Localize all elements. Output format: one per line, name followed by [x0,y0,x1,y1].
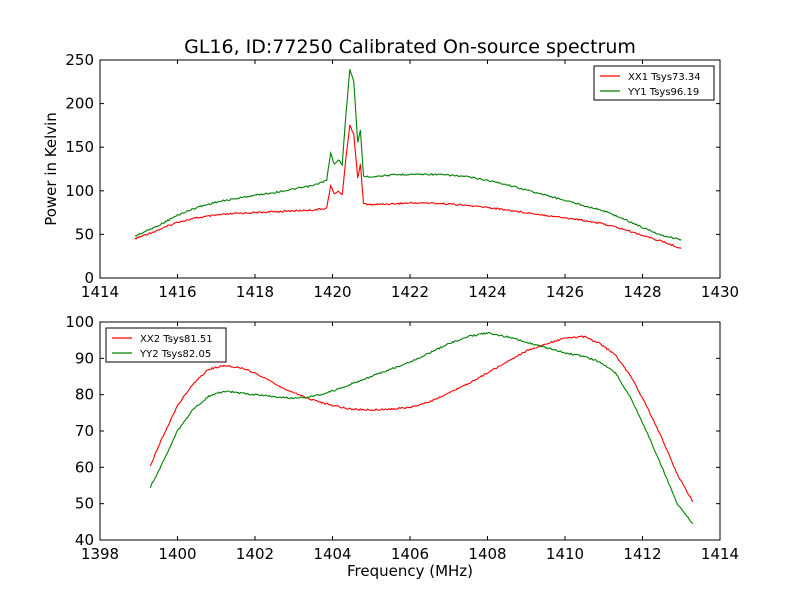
top-spectrum-plot: 1414 1416 1418 1420 1422 1424 1426 1428 1430 0 50 1… [42,51,739,301]
y-tick-label: 50 [75,495,94,513]
x-tick-label: 1408 [468,545,506,563]
series-line-1 [134,124,682,249]
y-tick-label: 150 [65,138,94,156]
y-tick-label: 90 [75,349,94,367]
x-tick-label: 1430 [701,283,739,301]
x-tick-label: 1416 [158,283,196,301]
x-tick-label: 1418 [236,283,274,301]
x-tick-label: 1412 [623,545,661,563]
y-tick-label: 0 [84,269,94,287]
x-tick-label: 1426 [546,283,584,301]
x-axis-label: Frequency (MHz) [347,562,473,580]
x-tick-label: 1402 [236,545,274,563]
y-tick-label: 200 [65,95,94,113]
x-tick-label: 1410 [546,545,584,563]
legend-entry: XX1 Tsys73.34 [628,72,701,83]
y-tick-label: 80 [75,386,94,404]
legend-box [105,327,227,363]
legend: XX1 Tsys73.34 YY1 Tsys96.19 [593,65,715,101]
x-tick-label: 1420 [313,283,351,301]
x-tick-label: 1400 [158,545,196,563]
series-line-1 [149,335,694,503]
legend-entry: YY1 Tsys96.19 [627,87,699,98]
x-tick-label: 1414 [701,545,739,563]
x-tick-label: 1404 [313,545,351,563]
legend: XX2 Tsys81.51 YY2 Tsys82.05 [105,327,227,363]
x-tick-label: 1428 [623,283,661,301]
y-tick-label: 100 [65,313,94,331]
x-tick-label: 1398 [81,545,119,563]
series-line-2 [149,331,694,525]
series-line-2 [134,69,682,241]
y-axis-label: Power in Kelvin [42,112,60,226]
y-tick-label: 100 [65,182,94,200]
legend-box [593,65,715,101]
x-tick-label: 1406 [391,545,429,563]
legend-entry: XX2 Tsys81.51 [140,334,213,345]
y-tick-label: 40 [75,531,94,549]
y-tick-label: 60 [75,458,94,476]
y-tick-label: 50 [75,225,94,243]
x-tick-label: 1422 [391,283,429,301]
x-tick-label: 1424 [468,283,506,301]
figure-title: GL16, ID:77250 Calibrated On-source spec… [184,36,636,58]
legend-entry: YY2 Tsys82.05 [139,349,211,360]
bottom-spectrum-plot: 1398 1400 1402 1404 1406 1408 1410 1412 1414 40 50… [65,313,739,580]
x-tick-label: 1414 [81,283,119,301]
y-tick-label: 70 [75,422,94,440]
y-tick-label: 250 [65,51,94,69]
